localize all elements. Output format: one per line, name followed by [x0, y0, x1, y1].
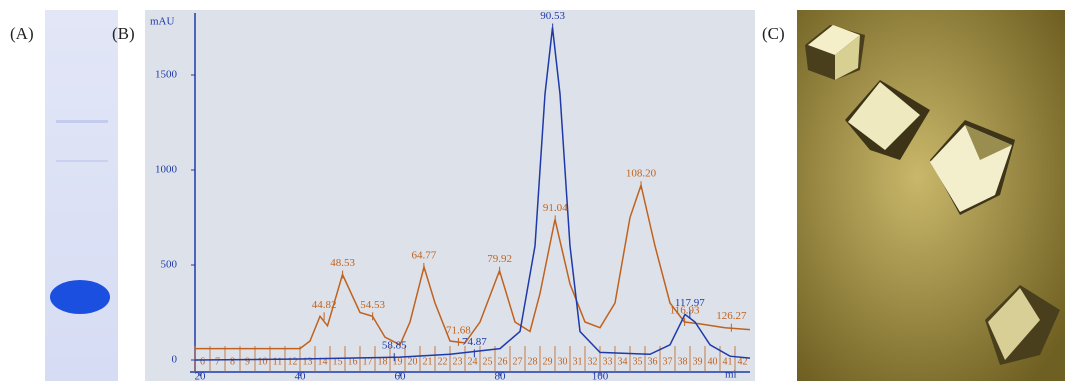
fraction-label: 12	[288, 356, 298, 367]
fraction-label: 40	[708, 356, 718, 367]
fraction-label: 38	[678, 356, 688, 367]
fraction-label: 22	[438, 356, 448, 367]
fraction-label: 31	[573, 356, 583, 367]
fraction-label: 29	[543, 356, 553, 367]
fraction-label: 33	[603, 356, 613, 367]
peak-label: 71.68	[446, 324, 471, 336]
fraction-label: 41	[723, 356, 733, 367]
peak-label: 54.53	[360, 299, 385, 311]
peak-label: 48.53	[330, 257, 355, 269]
fraction-label: 21	[423, 356, 433, 367]
x-tick-label: 60	[395, 371, 407, 381]
fraction-label: 8	[230, 356, 235, 367]
peak-label: 91.04	[543, 202, 568, 214]
peak-label: 126.27	[716, 310, 747, 322]
fraction-label: 9	[245, 356, 250, 367]
fraction-label: 24	[468, 356, 478, 367]
y-tick-label: 500	[161, 259, 178, 271]
fraction-label: 32	[588, 356, 598, 367]
fraction-label: 35	[633, 356, 643, 367]
x-tick-label: 80	[495, 371, 507, 381]
peak-label: 90.53	[540, 10, 565, 22]
fraction-label: 11	[273, 356, 283, 367]
gel-band-faint	[56, 160, 108, 162]
panel-label: (C)	[762, 24, 785, 43]
y-axis-label: mAU	[150, 16, 175, 28]
fraction-label: 28	[528, 356, 538, 367]
x-tick-label: 40	[295, 371, 307, 381]
peak-label: 64.77	[411, 249, 436, 261]
peak-label: 79.92	[487, 253, 512, 265]
fraction-label: 26	[498, 356, 508, 367]
fraction-label: 20	[408, 356, 418, 367]
x-tick-label: 100	[592, 371, 609, 381]
x-tick-label: 20	[195, 371, 207, 381]
fraction-label: 25	[483, 356, 493, 367]
fraction-label: 27	[513, 356, 523, 367]
panel-label: (A)	[10, 24, 34, 43]
peak-label: 74.87	[462, 336, 487, 348]
figure: (A)(B)(C)mAUml05001000150020406080100678…	[0, 0, 1065, 381]
fraction-label: 39	[693, 356, 703, 367]
fraction-label: 36	[648, 356, 658, 367]
fraction-label: 6	[200, 356, 205, 367]
gel-band	[50, 280, 110, 314]
fraction-label: 30	[558, 356, 568, 367]
y-tick-label: 0	[172, 354, 178, 366]
panel-label: (B)	[112, 24, 135, 43]
gel-image	[45, 10, 118, 381]
fraction-label: 10	[258, 356, 268, 367]
fraction-label: 37	[663, 356, 673, 367]
peak-label: 117.97	[675, 297, 705, 309]
y-tick-label: 1500	[155, 69, 178, 81]
fraction-label: 13	[303, 356, 313, 367]
gel-band-faint	[56, 120, 108, 123]
fraction-label: 23	[453, 356, 463, 367]
peak-label: 58.85	[382, 340, 407, 352]
y-tick-label: 1000	[155, 164, 178, 176]
fraction-label: 34	[618, 356, 628, 367]
peak-label: 44.82	[312, 299, 337, 311]
peak-label: 108.20	[626, 168, 657, 180]
fraction-label: 7	[215, 356, 220, 367]
